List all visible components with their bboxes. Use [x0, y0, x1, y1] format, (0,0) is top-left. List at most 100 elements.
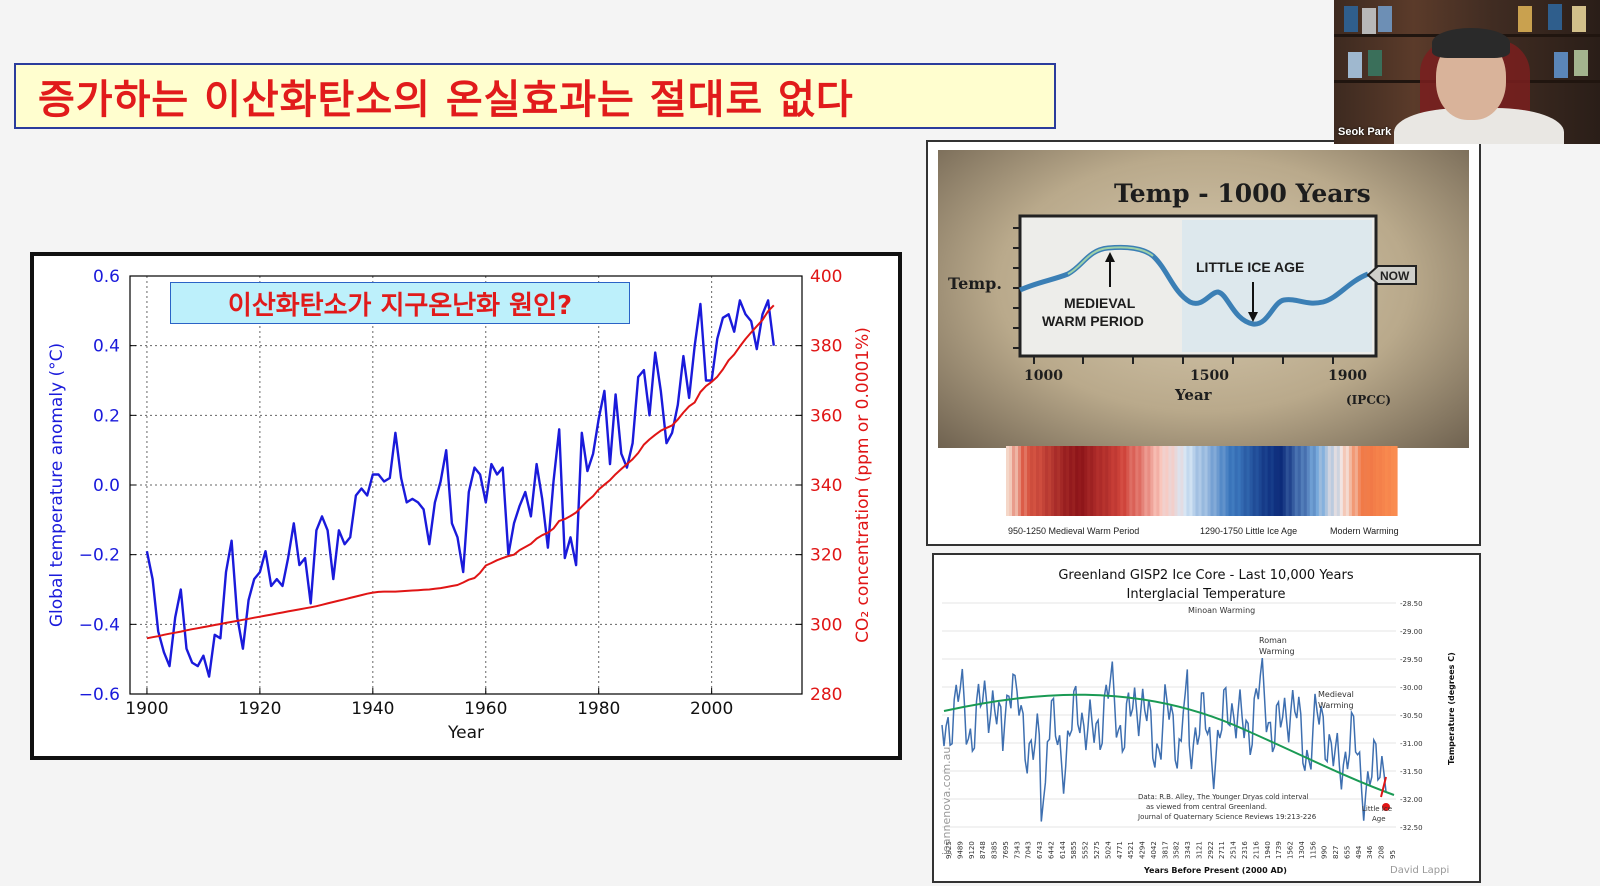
warming-stripe: [1366, 446, 1371, 516]
data-note-2: as viewed from central Greenland.: [1146, 803, 1267, 811]
warming-stripe: [1300, 446, 1305, 516]
warming-stripe: [1126, 446, 1130, 516]
plaque: [1518, 6, 1532, 32]
warming-stripe: [1222, 446, 1227, 516]
greenland-x-tick-label: 5855: [1070, 841, 1078, 859]
stripe-label-medieval: 950-1250 Medieval Warm Period: [1008, 526, 1139, 536]
warming-stripe: [1393, 446, 1398, 516]
warming-stripe: [1360, 446, 1365, 516]
stripe-label-little-ice-age: 1290-1750 Little Ice Age: [1200, 526, 1297, 536]
greenland-x-tick-label: 1304: [1298, 841, 1306, 859]
warming-stripe: [1288, 446, 1293, 516]
greenland-x-tick-label: 6442: [1047, 841, 1055, 859]
warming-stripe: [1051, 446, 1055, 516]
annotation-medieval-2: Warming: [1318, 701, 1354, 710]
warming-stripe: [1018, 446, 1022, 516]
y2-tick-label: 380: [810, 337, 842, 357]
greenland-ice-core-panel: Greenland GISP2 Ice Core - Last 10,000 Y…: [932, 553, 1481, 883]
warming-stripe: [1234, 446, 1239, 516]
warming-stripe: [1273, 446, 1278, 516]
greenland-x-tick-label: 7343: [1013, 841, 1021, 859]
now-marker: [1366, 265, 1417, 285]
greenland-x-tick-label: 2922: [1207, 841, 1215, 859]
x-tick-label: 2000: [690, 699, 733, 719]
y2-tick-label: 280: [810, 685, 842, 705]
warming-stripe: [1084, 446, 1088, 516]
warming-stripe: [1294, 446, 1299, 516]
medieval-label-1: MEDIEVAL: [1064, 295, 1136, 311]
greenland-x-tick-label: 3343: [1184, 841, 1192, 859]
warming-stripe: [1192, 446, 1197, 516]
warming-stripe: [1219, 446, 1224, 516]
y2-tick-label: 360: [810, 406, 842, 426]
warming-stripe: [1279, 446, 1284, 516]
warming-stripe: [1123, 446, 1127, 516]
warming-stripe: [1336, 446, 1341, 516]
warming-stripe: [1363, 446, 1368, 516]
warming-stripe: [1189, 446, 1194, 516]
warming-stripe: [1174, 446, 1179, 516]
y2-tick-label: 300: [810, 615, 842, 635]
warming-stripe: [1114, 446, 1118, 516]
temperature-anomaly-series: [145, 299, 775, 678]
now-label: NOW: [1380, 269, 1410, 283]
warming-stripe: [1135, 446, 1139, 516]
webcam-video-tile[interactable]: Seok Park: [1334, 0, 1600, 144]
warming-stripe: [1048, 446, 1052, 516]
warming-stripe: [1297, 446, 1302, 516]
greenland-x-tick-label: 6743: [1036, 841, 1044, 859]
warming-stripe: [1153, 446, 1157, 516]
warming-stripe: [1117, 446, 1121, 516]
warming-stripe: [1033, 446, 1037, 516]
warming-stripe: [1141, 446, 1145, 516]
warming-stripe: [1345, 446, 1350, 516]
warming-stripe: [1129, 446, 1133, 516]
greenland-watermark: joannenova.com.au: [940, 747, 953, 856]
greenland-y-tick-label: -30.00: [1400, 684, 1423, 692]
warming-stripe: [1387, 446, 1392, 516]
warming-stripe: [1111, 446, 1115, 516]
greenland-x-tick-label: 9489: [956, 841, 964, 859]
y2-axis-label: CO₂ concentration (ppm or 0.0001%): [853, 327, 873, 643]
greenland-x-tick-label: 5275: [1093, 841, 1101, 859]
temp-1000-years-panel: NOW Temp - 1000 Years Temp. MEDIEVAL WAR…: [926, 140, 1481, 546]
warming-stripe: [1144, 446, 1148, 516]
greenland-x-tick-label: 4042: [1150, 841, 1158, 859]
warming-stripe: [1015, 446, 1019, 516]
warming-stripe: [1042, 446, 1046, 516]
warming-stripe: [1318, 446, 1323, 516]
y2-tick-label: 320: [810, 546, 842, 566]
warming-stripe: [1021, 446, 1025, 516]
warming-stripe: [1030, 446, 1034, 516]
warming-stripe: [1309, 446, 1314, 516]
warming-stripe: [1138, 446, 1142, 516]
warming-stripe: [1186, 446, 1191, 516]
warm-arrowhead: [1105, 252, 1115, 262]
warming-stripe: [1204, 446, 1209, 516]
chart-callout: 이산화탄소가 지구온난화 원인?: [170, 282, 630, 324]
warming-stripe: [1060, 446, 1064, 516]
greenland-x-tick-label: 3582: [1173, 841, 1181, 859]
warming-stripe: [1264, 446, 1269, 516]
warming-stripe: [1165, 446, 1170, 516]
warming-stripe: [1267, 446, 1272, 516]
y-tick-label: 0.0: [93, 476, 120, 496]
x-tick-label: 1900: [125, 699, 168, 719]
warming-stripe: [1087, 446, 1091, 516]
warming-stripe: [1108, 446, 1112, 516]
y2-tick-label: 340: [810, 476, 842, 496]
x-tick-label: 1920: [238, 699, 281, 719]
greenland-x-tick-label: 5552: [1082, 841, 1090, 859]
y-tick-label: −0.6: [79, 685, 120, 705]
warming-stripe: [1024, 446, 1028, 516]
temp-1000-source: (IPCC): [1346, 393, 1391, 407]
greenland-y-tick-label: -32.50: [1400, 824, 1423, 832]
warming-stripe: [1303, 446, 1308, 516]
temp-1000-xtick-1000: 1000: [1024, 368, 1063, 384]
warming-stripe: [1357, 446, 1362, 516]
warming-stripe: [1252, 446, 1257, 516]
warming-stripe: [1258, 446, 1263, 516]
stripe-label-modern: Modern Warming: [1330, 526, 1399, 536]
warming-stripe: [1045, 446, 1049, 516]
warming-stripe: [1312, 446, 1317, 516]
